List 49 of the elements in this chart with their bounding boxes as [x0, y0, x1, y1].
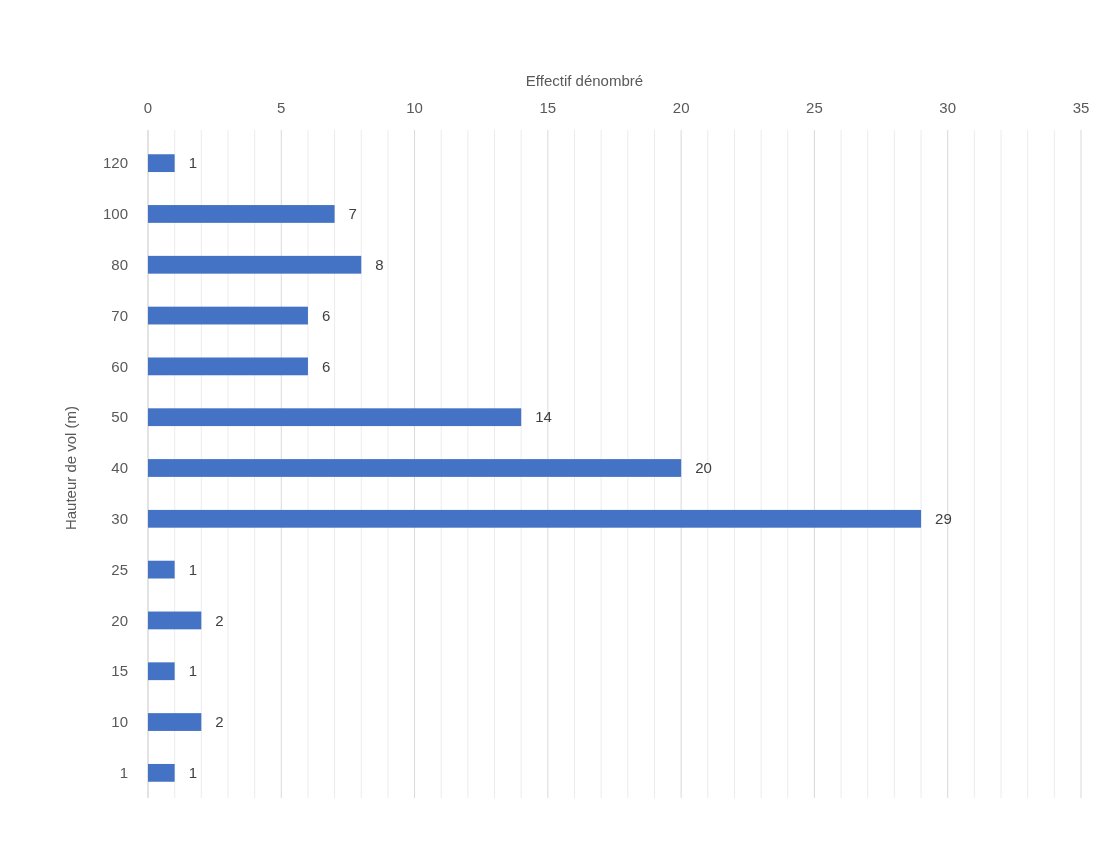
x-tick-label: 15: [539, 99, 557, 116]
x-tick-label: 20: [672, 99, 690, 116]
x-tick-label: 0: [143, 99, 153, 116]
data-label: 6: [321, 357, 331, 375]
data-label: 1: [188, 662, 197, 680]
bar: [148, 205, 335, 223]
bar: [148, 459, 682, 477]
data-label: 14: [535, 408, 552, 426]
data-label: 6: [321, 306, 331, 324]
data-label: 2: [215, 713, 224, 731]
data-label: 1: [188, 560, 197, 578]
x-axis-title: Effectif dénombré: [525, 72, 644, 89]
data-label: 20: [695, 459, 712, 477]
y-tick-label: 120: [102, 154, 128, 172]
data-label: 2: [215, 611, 224, 629]
x-tick-label: 35: [1072, 99, 1090, 116]
bar: [148, 154, 175, 173]
bar: [148, 408, 522, 427]
data-label: 8: [375, 256, 384, 274]
y-tick-label: 10: [111, 713, 128, 731]
y-tick-label: 40: [111, 459, 128, 477]
bar: [148, 357, 308, 376]
y-tick-label: 1: [119, 764, 128, 782]
data-label: 29: [935, 510, 952, 528]
bar: [148, 662, 175, 681]
bar: [148, 306, 308, 325]
bar: [148, 560, 175, 579]
data-label: 1: [188, 154, 197, 172]
y-tick-label: 20: [111, 611, 128, 629]
x-tick-label: 30: [939, 99, 957, 116]
y-tick-label: 100: [102, 205, 128, 223]
data-label: 1: [188, 764, 197, 782]
data-label: 7: [348, 205, 357, 223]
bar: [148, 611, 202, 630]
bar: [148, 509, 922, 528]
bar: [148, 763, 175, 782]
x-tick-label: 5: [277, 99, 286, 116]
y-tick-label: 50: [111, 408, 128, 426]
bar: [148, 713, 202, 731]
x-tick-label: 10: [406, 99, 423, 116]
y-tick-label: 70: [111, 306, 128, 324]
x-tick-label: 25: [806, 99, 823, 116]
y-tick-label: 80: [111, 256, 128, 274]
y-tick-label: 60: [111, 357, 128, 375]
y-axis-title: Hauteur de vol (m): [62, 405, 79, 531]
y-tick-label: 25: [111, 560, 128, 578]
bar: [148, 255, 362, 274]
y-tick-label: 30: [111, 510, 128, 528]
y-tick-label: 15: [111, 662, 128, 680]
